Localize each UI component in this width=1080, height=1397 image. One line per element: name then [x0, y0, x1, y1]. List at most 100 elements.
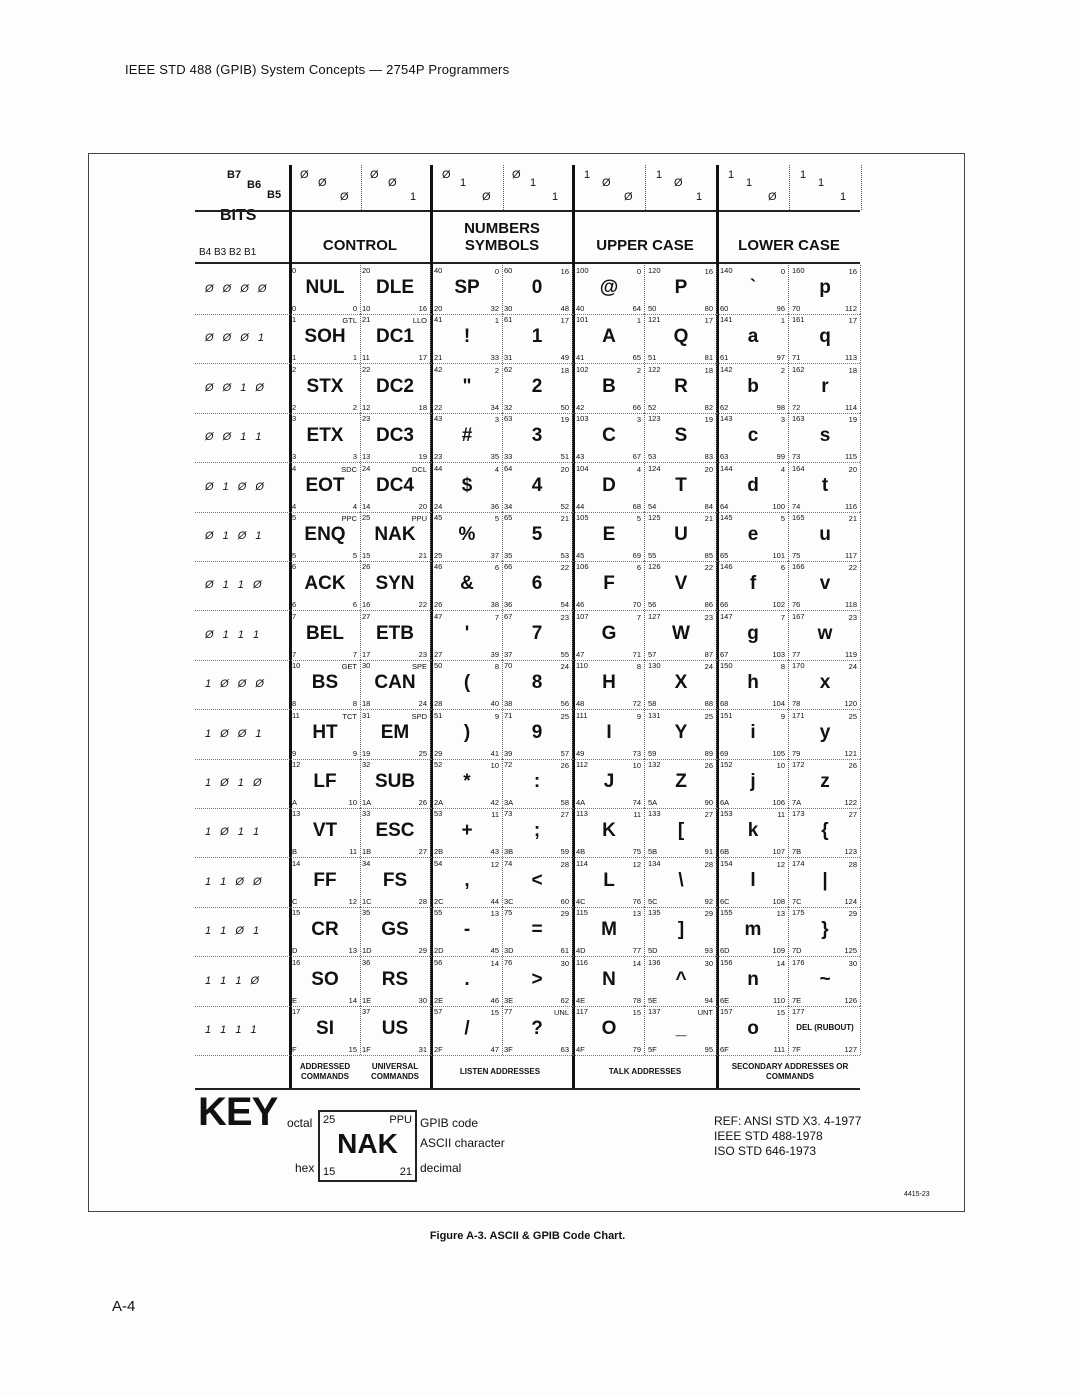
hex-value: 6E	[720, 995, 730, 1005]
gpib-code: 22	[560, 563, 569, 573]
gpib-code: 26	[848, 761, 857, 770]
hex-value: 56	[648, 600, 657, 610]
code-cell: 20 DLE 10 16	[360, 265, 431, 314]
table-row: 1 1 Ø 1 15 CR D 13 35 GS 1D 29 55 13 - 2D 45 75 29 = 3D 61…	[195, 907, 861, 958]
code-cell: 137 UNT _ 5F 95	[646, 1006, 717, 1055]
code-cell: 145 5 e 65 101	[718, 512, 789, 561]
octal-value: 27	[362, 611, 371, 621]
hex-value: 8	[292, 699, 297, 709]
octal-value: 77	[504, 1007, 513, 1016]
footer-talk-addresses: TALK ADDRESSES	[608, 1066, 682, 1076]
octal-value: 20	[362, 266, 371, 275]
octal-value: 151	[720, 710, 733, 720]
ascii-char: v	[819, 573, 831, 595]
decimal-value: 2	[352, 402, 357, 412]
code-cell: 133 27 [5B 91	[646, 808, 717, 858]
hex-value: 33	[504, 452, 513, 462]
decimal-value: 0	[352, 304, 357, 313]
decimal-value: 74	[632, 798, 641, 807]
octal-value: 147	[720, 611, 733, 621]
ascii-char: q	[819, 326, 831, 348]
ascii-char: 4	[531, 474, 543, 496]
octal-value: 6	[292, 562, 297, 572]
gpib-code: 29	[704, 909, 713, 919]
gpib-code: 18	[560, 365, 569, 375]
octal-value: 117	[576, 1007, 588, 1016]
hex-value: 48	[576, 699, 585, 709]
decimal-value: 106	[772, 798, 785, 807]
decimal-value: 14	[348, 995, 357, 1005]
ascii-char: ENQ	[304, 524, 346, 545]
key-ascii-desc: ASCII character	[420, 1136, 505, 1150]
code-cell: 53 11 +2B 43	[432, 808, 503, 858]
bit-value: Ø	[370, 169, 379, 181]
gpib-code: 16	[848, 267, 857, 276]
bit-value: Ø	[482, 191, 491, 203]
decimal-value: 22	[418, 600, 427, 610]
hex-value: 55	[648, 551, 657, 560]
gpib-code: 0	[636, 267, 641, 276]
gpib-code: 30	[704, 958, 713, 968]
octal-value: 104	[576, 463, 589, 473]
decimal-value: 54	[560, 600, 569, 610]
gpib-code: 8	[636, 662, 641, 672]
code-cell: 42 2 " 22 34	[432, 363, 503, 413]
code-cell: 156 14 n 6E 110	[718, 956, 789, 1006]
code-cell: 23 DC3 13 19	[360, 413, 431, 463]
row-bits: 1 1 Ø 1	[205, 925, 260, 938]
bit-value: 1	[410, 191, 417, 203]
octal-value: 152	[720, 760, 733, 769]
octal-value: 10	[292, 661, 301, 671]
ascii-char: X	[674, 672, 688, 694]
gpib-code: 23	[848, 612, 857, 622]
ascii-char: Y	[674, 721, 688, 743]
hex-value: 24	[434, 501, 443, 511]
code-cell: 135 29] 5D 93	[646, 907, 717, 957]
reference: IEEE STD 488-1978	[714, 1129, 823, 1143]
gpib-code: 0	[780, 267, 785, 276]
gpib-code: 24	[560, 662, 569, 672]
octal-value: 125	[648, 513, 661, 522]
gpib-code: SPD	[411, 711, 427, 721]
ascii-char: A	[602, 326, 616, 348]
category-lower-case: LOWER CASE	[738, 237, 840, 254]
octal-value: 130	[648, 661, 661, 671]
decimal-value: 100	[772, 501, 785, 511]
code-cell: 7 BEL 7 7	[290, 610, 361, 660]
decimal-value: 126	[844, 995, 857, 1005]
octal-value: 4	[292, 463, 297, 473]
ascii-char: g	[747, 622, 759, 644]
row-bits: 1 1 1 1	[205, 1024, 257, 1036]
gpib-code: 16	[560, 267, 569, 276]
octal-value: 43	[434, 414, 443, 424]
code-cell: 117 15 O 4F 79	[574, 1006, 645, 1055]
hex-value: 2	[292, 402, 297, 412]
ascii-char: BEL	[306, 622, 344, 644]
ascii-char: DC4	[375, 474, 414, 496]
table-row: Ø 1 Ø 1 5 PPC ENQ 5 5 25 PPU NAK 15 21 45 5% 25 37 65 21…	[195, 512, 861, 562]
decimal-value: 93	[704, 946, 713, 956]
ascii-char: 0	[531, 277, 543, 298]
table-row: Ø Ø Ø Ø 0 NUL 0 0 20 DLE 10 16 40 0 SP 20 32 60 16 0 30 48…	[195, 265, 861, 315]
hex-value: 72	[792, 402, 801, 412]
code-cell: 104 4 D 44 68	[574, 462, 645, 512]
decimal-value: 78	[632, 995, 641, 1005]
code-cell: 30 SPE CAN 18 24	[360, 660, 431, 710]
hex-value: 6D	[720, 946, 730, 956]
key-octal: 25	[323, 1114, 336, 1126]
gpib-code: 25	[560, 711, 569, 721]
hex-value: 50	[648, 304, 657, 313]
code-cell: 127 23 W 57 87	[646, 610, 717, 660]
decimal-value: 57	[560, 748, 569, 758]
hex-value: 23	[434, 452, 443, 462]
hex-value: A	[292, 798, 298, 807]
octal-value: 114	[576, 858, 588, 868]
decimal-value: 71	[632, 649, 641, 659]
decimal-value: 60	[560, 896, 569, 906]
group-divider	[289, 165, 292, 1088]
gpib-code: 10	[490, 761, 499, 770]
octal-value: 122	[648, 364, 661, 374]
ascii-char: x	[819, 672, 831, 694]
gpib-code: 28	[560, 859, 569, 869]
